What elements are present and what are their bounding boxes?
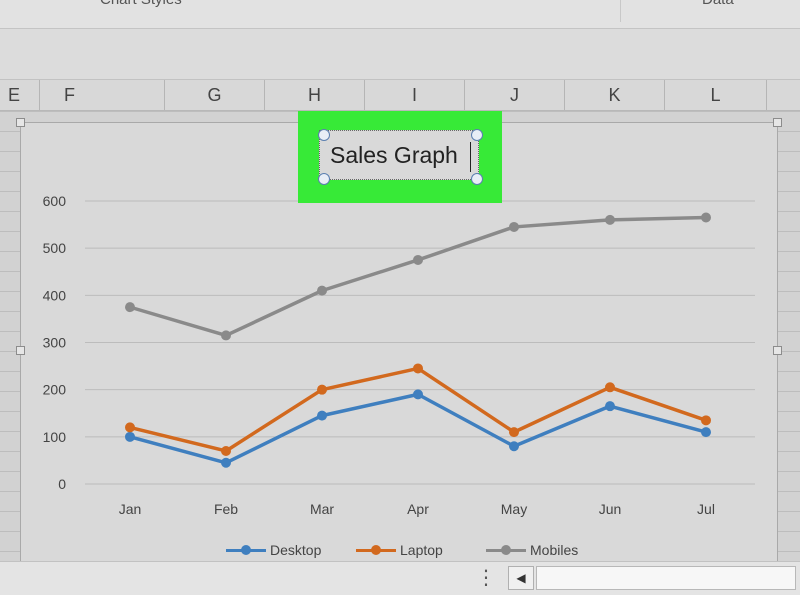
legend-marker-laptop [371, 545, 381, 555]
y-tick-label-600: 600 [43, 193, 67, 209]
column-header-e[interactable]: E [0, 80, 40, 110]
column-header-j[interactable]: J [465, 80, 565, 110]
horizontal-scrollbar[interactable] [536, 566, 796, 590]
ribbon-group-chart-styles: Chart Styles [100, 0, 182, 8]
column-header-l[interactable]: L [665, 80, 767, 110]
y-tick-label-0: 0 [58, 476, 66, 492]
column-header-i[interactable]: I [365, 80, 465, 110]
y-tick-label-400: 400 [43, 287, 67, 303]
data-point-mobiles-jun [605, 214, 615, 225]
chart-resize-handle-top-left[interactable] [16, 118, 25, 127]
data-point-desktop-jun [605, 401, 615, 412]
y-tick-label-300: 300 [43, 335, 67, 351]
x-tick-label-mar: Mar [310, 501, 334, 517]
data-point-mobiles-may [509, 221, 519, 232]
title-handle-bottom-right[interactable] [471, 173, 483, 185]
x-tick-label-jul: Jul [697, 501, 715, 517]
data-point-mobiles-jan [125, 302, 135, 313]
legend-marker-mobiles [501, 545, 511, 555]
data-point-laptop-mar [317, 384, 327, 395]
x-tick-label-jan: Jan [119, 501, 142, 517]
data-point-desktop-apr [413, 389, 423, 400]
data-point-mobiles-feb [221, 330, 231, 341]
series-line-mobiles [129, 215, 707, 338]
x-tick-label-jun: Jun [599, 501, 622, 517]
text-cursor [470, 142, 471, 172]
data-point-mobiles-mar [317, 285, 327, 296]
data-point-mobiles-jul [701, 212, 711, 223]
legend-label-desktop: Desktop [270, 542, 322, 558]
column-header-h[interactable]: H [265, 80, 365, 110]
data-point-desktop-may [509, 441, 519, 452]
legend-label-laptop: Laptop [400, 542, 443, 558]
column-header-g[interactable]: G [165, 80, 265, 110]
ribbon-group-labels: Chart Styles Data [0, 0, 800, 29]
chart-resize-handle-left-middle[interactable] [16, 346, 25, 355]
data-point-laptop-jan [125, 422, 135, 433]
vertical-ellipsis-icon[interactable]: ⋮ [476, 567, 496, 589]
data-point-laptop-feb [221, 445, 231, 456]
ribbon-divider [620, 0, 621, 22]
data-point-laptop-jun [605, 382, 615, 393]
ribbon-group-data: Data [702, 0, 734, 8]
chart-legend: Desktop Laptop Mobiles [226, 540, 606, 560]
data-point-desktop-jan [125, 431, 135, 442]
data-point-desktop-mar [317, 410, 327, 421]
y-tick-label-100: 100 [43, 429, 67, 445]
legend-marker-desktop [241, 545, 251, 555]
x-tick-label-apr: Apr [407, 501, 429, 517]
data-point-laptop-may [509, 427, 519, 438]
triangle-left-icon: ◀ [516, 571, 526, 585]
title-handle-bottom-left[interactable] [318, 173, 330, 185]
series-line-desktop [129, 392, 707, 465]
data-point-laptop-apr [413, 363, 423, 374]
chart-title-box[interactable] [319, 130, 479, 180]
data-point-desktop-feb [221, 457, 231, 468]
title-handle-top-left[interactable] [318, 129, 330, 141]
data-point-laptop-jul [701, 415, 711, 426]
chart-resize-handle-top-right[interactable] [773, 118, 782, 127]
title-handle-top-right[interactable] [471, 129, 483, 141]
data-point-mobiles-apr [413, 254, 423, 265]
y-tick-label-500: 500 [43, 240, 67, 256]
x-tick-label-may: May [501, 501, 527, 517]
y-tick-label-200: 200 [43, 382, 67, 398]
sheet-tab-bar: ⋮ ◀ [0, 561, 800, 595]
column-header-f[interactable]: F [40, 80, 165, 110]
data-point-desktop-jul [701, 427, 711, 438]
chart-title[interactable]: Sales Graph [330, 142, 458, 168]
scroll-left-button[interactable]: ◀ [508, 566, 534, 590]
formula-bar-area [0, 29, 800, 80]
chart-resize-handle-right-middle[interactable] [773, 346, 782, 355]
column-header-row: E F G H I J K L [0, 80, 800, 111]
column-header-k[interactable]: K [565, 80, 665, 110]
legend-label-mobiles: Mobiles [530, 542, 579, 558]
x-tick-label-feb: Feb [214, 501, 238, 517]
